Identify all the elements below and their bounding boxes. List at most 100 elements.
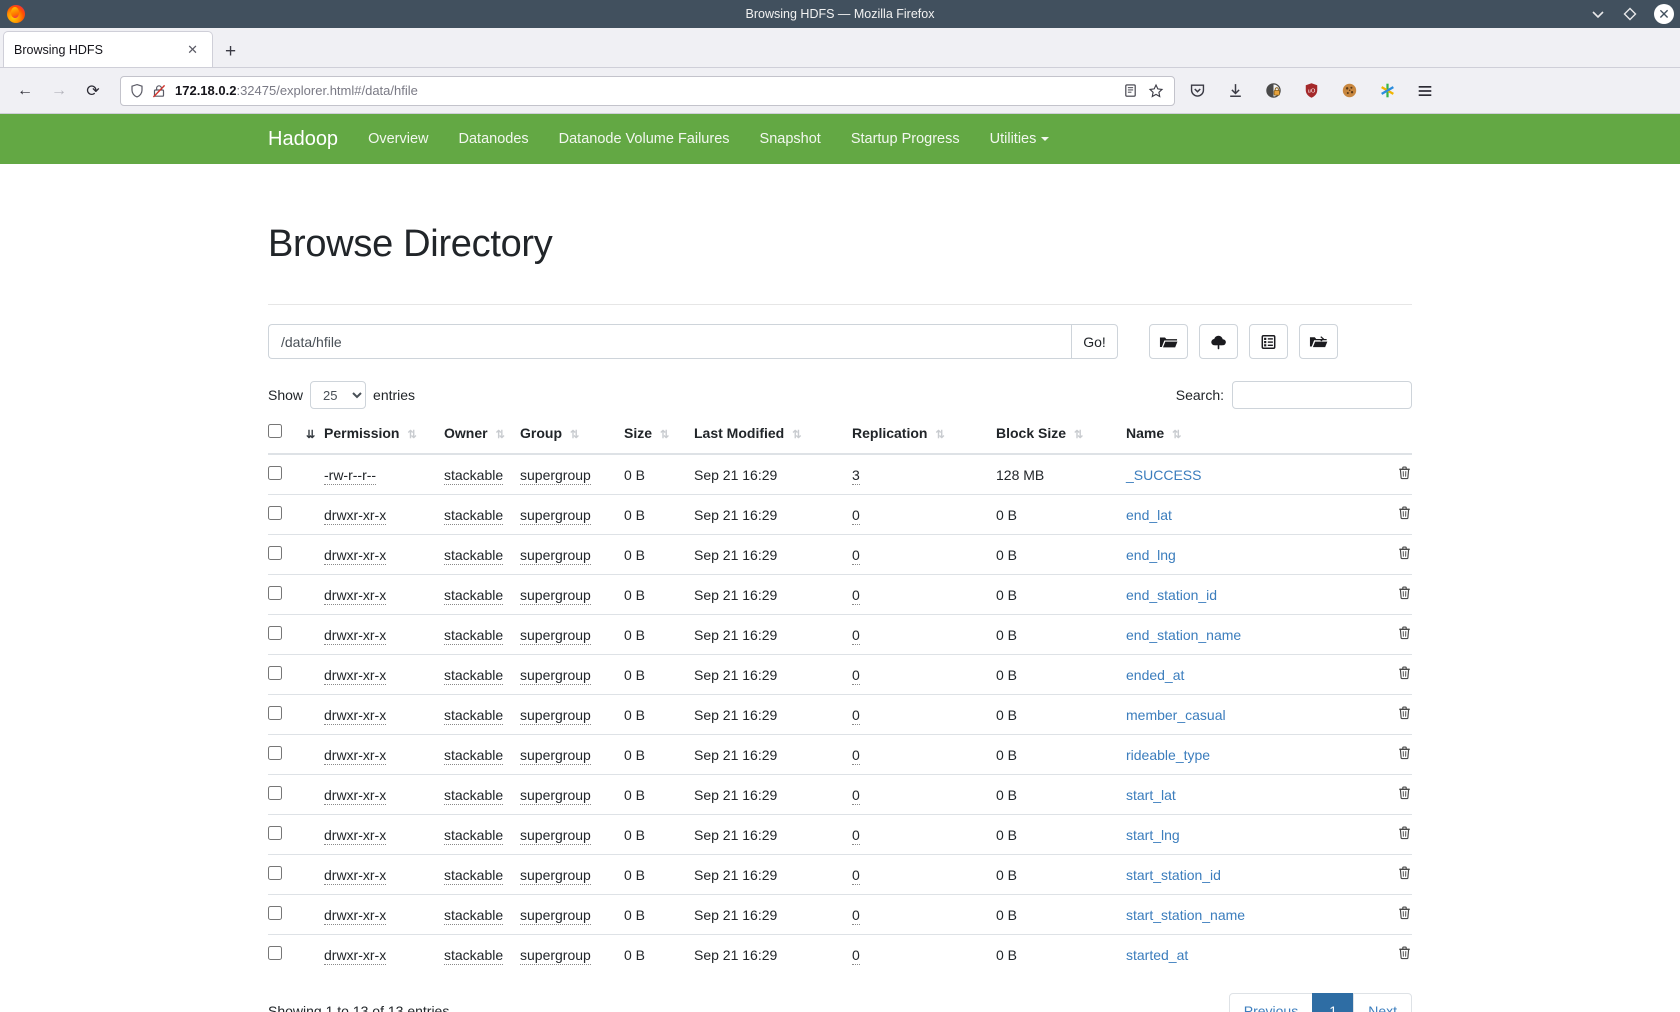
permission-value[interactable]: drwxr-xr-x	[324, 546, 387, 565]
cell-name[interactable]: member_casual	[1126, 694, 1366, 735]
cell-name[interactable]: end_station_id	[1126, 574, 1366, 615]
cell-delete[interactable]	[1366, 534, 1412, 575]
cell-delete[interactable]	[1366, 574, 1412, 615]
privacy-badger-icon[interactable]	[1263, 81, 1283, 101]
replication-value[interactable]: 0	[852, 706, 860, 725]
cell-permission[interactable]: drwxr-xr-x	[324, 814, 444, 855]
sort-asc-icon[interactable]: ⇊	[306, 428, 316, 441]
cell-replication[interactable]: 0	[852, 734, 996, 775]
sort-icon[interactable]: ⇅	[1172, 428, 1182, 441]
permission-value[interactable]: drwxr-xr-x	[324, 746, 387, 765]
cell-name[interactable]: start_station_id	[1126, 854, 1366, 895]
owner-value[interactable]: stackable	[444, 786, 504, 805]
cell-name[interactable]: _SUCCESS	[1126, 454, 1366, 495]
cell-replication[interactable]: 0	[852, 934, 996, 974]
row-select-cell[interactable]	[268, 854, 298, 895]
group-value[interactable]: supergroup	[520, 866, 591, 885]
minimize-button[interactable]	[1590, 6, 1606, 22]
cell-owner[interactable]: stackable	[444, 614, 520, 655]
row-select-cell[interactable]	[268, 614, 298, 655]
cell-group[interactable]: supergroup	[520, 574, 624, 615]
file-name-link[interactable]: end_station_name	[1126, 626, 1242, 643]
cell-name[interactable]: ended_at	[1126, 654, 1366, 695]
file-name-link[interactable]: rideable_type	[1126, 746, 1211, 763]
group-value[interactable]: supergroup	[520, 706, 591, 725]
replication-value[interactable]: 0	[852, 946, 860, 965]
row-checkbox[interactable]	[268, 546, 282, 560]
cell-permission[interactable]: drwxr-xr-x	[324, 494, 444, 535]
row-checkbox[interactable]	[268, 946, 282, 960]
cell-group[interactable]: supergroup	[520, 614, 624, 655]
permission-value[interactable]: drwxr-xr-x	[324, 506, 387, 525]
row-checkbox[interactable]	[268, 706, 282, 720]
delete-icon[interactable]	[1397, 906, 1412, 924]
cell-delete[interactable]	[1366, 774, 1412, 815]
maximize-restore-button[interactable]	[1622, 6, 1638, 22]
bookmark-star-icon[interactable]	[1146, 81, 1166, 101]
cell-name[interactable]: start_station_name	[1126, 894, 1366, 935]
new-tab-button[interactable]: +	[225, 41, 237, 62]
cell-permission[interactable]: drwxr-xr-x	[324, 694, 444, 735]
owner-value[interactable]: stackable	[444, 666, 504, 685]
row-select-cell[interactable]	[268, 894, 298, 935]
close-tab-icon[interactable]: ✕	[187, 41, 198, 57]
cell-name[interactable]: end_station_name	[1126, 614, 1366, 655]
file-name-link[interactable]: member_casual	[1126, 706, 1226, 723]
file-name-link[interactable]: start_station_id	[1126, 866, 1221, 883]
column-owner[interactable]: Owner ⇅	[444, 424, 520, 455]
cell-group[interactable]: supergroup	[520, 734, 624, 775]
permission-value[interactable]: drwxr-xr-x	[324, 946, 387, 965]
owner-value[interactable]: stackable	[444, 946, 504, 965]
nav-item-datanodes[interactable]: Datanodes	[458, 131, 529, 147]
row-select-cell[interactable]	[268, 694, 298, 735]
cell-delete[interactable]	[1366, 494, 1412, 535]
cell-replication[interactable]: 0	[852, 814, 996, 855]
nav-item-datanode-volume-failures[interactable]: Datanode Volume Failures	[558, 131, 730, 147]
permission-value[interactable]: drwxr-xr-x	[324, 866, 387, 885]
replication-value[interactable]: 0	[852, 546, 860, 565]
group-value[interactable]: supergroup	[520, 466, 591, 485]
cell-replication[interactable]: 0	[852, 614, 996, 655]
cell-permission[interactable]: drwxr-xr-x	[324, 774, 444, 815]
pagination-previous[interactable]: Previous	[1228, 993, 1314, 1012]
column-permission[interactable]: Permission ⇅	[324, 424, 444, 455]
row-checkbox[interactable]	[268, 866, 282, 880]
search-input[interactable]	[1232, 381, 1412, 409]
cell-permission[interactable]: -rw-r--r--	[324, 454, 444, 495]
row-select-cell[interactable]	[268, 814, 298, 855]
cell-owner[interactable]: stackable	[444, 734, 520, 775]
group-value[interactable]: supergroup	[520, 586, 591, 605]
column-select-all[interactable]	[268, 424, 298, 455]
upload-files-button[interactable]	[1199, 324, 1238, 359]
cell-owner[interactable]: stackable	[444, 854, 520, 895]
delete-icon[interactable]	[1397, 946, 1412, 964]
sort-icon[interactable]: ⇅	[935, 428, 945, 441]
row-checkbox[interactable]	[268, 826, 282, 840]
column-size[interactable]: Size ⇅	[624, 424, 694, 455]
cell-group[interactable]: supergroup	[520, 854, 624, 895]
column-group[interactable]: Group ⇅	[520, 424, 624, 455]
cell-name[interactable]: start_lng	[1126, 814, 1366, 855]
column-replication[interactable]: Replication ⇅	[852, 424, 996, 455]
address-bar[interactable]: 172.18.0.2:32475/explorer.html#/data/hfi…	[120, 75, 1175, 106]
cell-permission[interactable]: drwxr-xr-x	[324, 574, 444, 615]
cell-owner[interactable]: stackable	[444, 774, 520, 815]
row-select-cell[interactable]	[268, 494, 298, 535]
pocket-icon[interactable]	[1187, 81, 1207, 101]
cell-delete[interactable]	[1366, 694, 1412, 735]
cell-name[interactable]: started_at	[1126, 934, 1366, 974]
back-button[interactable]: ←	[17, 81, 33, 99]
forward-button[interactable]: →	[51, 81, 67, 99]
cell-replication[interactable]: 0	[852, 774, 996, 815]
file-name-link[interactable]: started_at	[1126, 946, 1189, 963]
file-name-link[interactable]: _SUCCESS	[1126, 466, 1202, 483]
permission-value[interactable]: -rw-r--r--	[324, 466, 377, 485]
sort-icon[interactable]: ⇅	[407, 428, 417, 441]
cell-permission[interactable]: drwxr-xr-x	[324, 654, 444, 695]
cell-permission[interactable]: drwxr-xr-x	[324, 854, 444, 895]
owner-value[interactable]: stackable	[444, 586, 504, 605]
cell-replication[interactable]: 0	[852, 574, 996, 615]
cell-group[interactable]: supergroup	[520, 934, 624, 974]
row-checkbox[interactable]	[268, 666, 282, 680]
replication-value[interactable]: 0	[852, 666, 860, 685]
